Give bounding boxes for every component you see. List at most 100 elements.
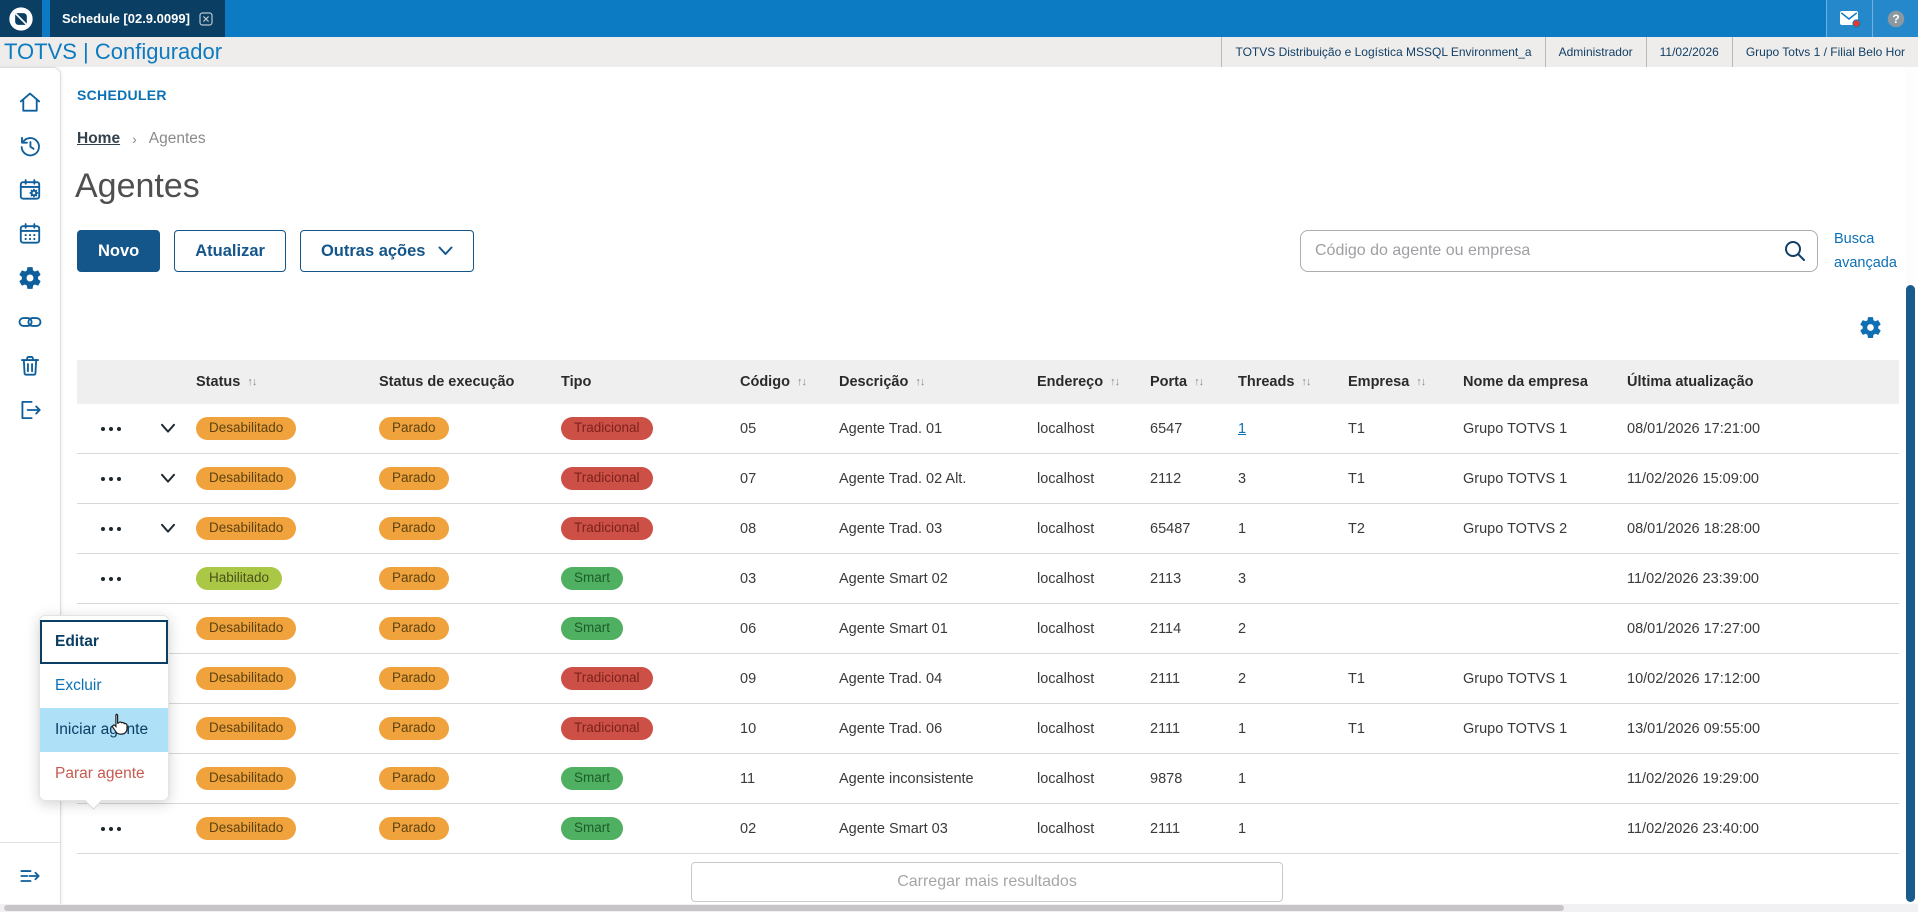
cell-codigo: 09 — [740, 670, 757, 687]
type-badge: Smart — [561, 567, 624, 590]
sidebar-item-home[interactable] — [8, 80, 52, 124]
other-actions-button[interactable]: Outras ações — [299, 230, 474, 272]
context-menu-item-parar-agente[interactable]: Parar agente — [55, 765, 145, 782]
sidebar-item-settings[interactable] — [8, 256, 52, 300]
type-badge: Smart — [561, 617, 624, 640]
search-input[interactable] — [1300, 230, 1818, 272]
cell-ultima-atualizacao: 13/01/2026 09:55:00 — [1627, 720, 1761, 737]
other-actions-label: Outras ações — [320, 241, 426, 260]
type-badge: Tradicional — [561, 717, 653, 740]
expand-row-icon[interactable] — [160, 523, 176, 534]
sidebar-item-expand-menu[interactable] — [8, 854, 52, 898]
expand-row-icon[interactable] — [160, 423, 176, 434]
cell-porta: 9878 — [1150, 770, 1183, 787]
sort-icon[interactable]: ↑↓ — [1194, 376, 1204, 388]
sort-icon[interactable]: ↑↓ — [1110, 376, 1120, 388]
sort-icon[interactable]: ↑↓ — [796, 376, 807, 388]
company-label: Grupo Totvs 1 / Filial Belo Hor — [1731, 37, 1918, 67]
cell-codigo: 06 — [740, 620, 757, 637]
sidebar-item-calendar[interactable] — [8, 212, 52, 256]
row-actions-button[interactable] — [95, 571, 127, 587]
totvs-logo[interactable] — [0, 0, 42, 37]
cell-codigo: 03 — [740, 570, 757, 587]
column-header-codigo[interactable]: Código ↑↓ — [740, 374, 807, 390]
cell-descricao: Agente Smart 02 — [839, 570, 948, 587]
status-badge: Desabilitado — [196, 517, 297, 540]
window-top-bar: Schedule [02.9.0099] ? — [0, 0, 1918, 37]
context-menu-item-editar[interactable]: Editar — [40, 620, 168, 664]
context-menu-item-excluir[interactable]: Excluir — [55, 677, 102, 694]
table-row: Desabilitado Parado Tradicional 09 Agent… — [77, 654, 1899, 704]
cell-codigo: 08 — [740, 520, 757, 537]
cell-nome-empresa: Grupo TOTVS 1 — [1463, 420, 1568, 437]
row-actions-button[interactable] — [95, 471, 127, 487]
mail-button[interactable] — [1826, 0, 1872, 37]
cell-descricao: Agente inconsistente — [839, 770, 974, 787]
sidebar-item-logout[interactable] — [8, 388, 52, 432]
sidebar-item-link[interactable] — [8, 300, 52, 344]
sidebar-item-trash[interactable] — [8, 344, 52, 388]
cell-ultima-atualizacao: 08/01/2026 17:21:00 — [1627, 420, 1761, 437]
table-row: Desabilitado Parado Smart 06 Agente Smar… — [77, 604, 1899, 654]
search-icon — [1785, 241, 1805, 261]
sidebar-item-history[interactable] — [8, 124, 52, 168]
cell-codigo: 10 — [740, 720, 757, 737]
cell-porta: 6547 — [1150, 420, 1183, 437]
sort-icon[interactable]: ↑↓ — [247, 376, 257, 388]
execution-status-badge: Parado — [379, 417, 449, 440]
cell-porta: 2113 — [1150, 570, 1182, 587]
column-header-empresa[interactable]: Empresa ↑↓ — [1348, 374, 1426, 390]
breadcrumb-separator-icon: › — [132, 131, 137, 147]
app-title: TOTVS | Configurador — [4, 39, 223, 64]
section-label: SCHEDULER — [77, 87, 167, 103]
settings-icon — [19, 267, 41, 289]
context-menu-item-iniciar-agente[interactable]: Iniciar agente — [40, 708, 168, 752]
execution-status-badge: Parado — [379, 617, 449, 640]
row-actions-button[interactable] — [95, 821, 127, 837]
cell-descricao: Agente Trad. 03 — [839, 520, 943, 537]
window-tab-schedule[interactable]: Schedule [02.9.0099] — [50, 0, 225, 37]
toolbar: Novo Atualizar Outras ações — [77, 230, 474, 272]
cell-ultima-atualizacao: 10/02/2026 17:12:00 — [1627, 670, 1761, 687]
search-button[interactable] — [1782, 238, 1808, 264]
load-more-button[interactable]: Carregar mais resultados — [691, 862, 1283, 902]
advanced-search-link[interactable]: Busca avançada — [1834, 231, 1897, 271]
threads-link[interactable]: 1 — [1238, 420, 1247, 437]
refresh-button[interactable]: Atualizar — [174, 230, 286, 272]
link-icon — [18, 317, 42, 327]
type-badge: Tradicional — [561, 667, 653, 690]
cell-endereco: localhost — [1037, 570, 1095, 587]
agents-table: Status ↑↓ Status de execução Tipo Código ↑↓ De… — [77, 360, 1899, 854]
execution-status-badge: Parado — [379, 567, 449, 590]
column-header-endereco[interactable]: Endereço ↑↓ — [1037, 374, 1120, 390]
table-row: Desabilitado Parado Smart 11 Agente inco… — [77, 754, 1899, 804]
close-icon[interactable] — [199, 11, 213, 26]
main-content: SCHEDULER Home › Agentes Agentes Novo At… — [61, 67, 1918, 912]
cell-ultima-atualizacao: 08/01/2026 18:28:00 — [1627, 520, 1761, 537]
new-button[interactable]: Novo — [77, 230, 161, 272]
column-header-tipo: Tipo — [561, 374, 592, 390]
cell-threads: 2 — [1238, 670, 1247, 687]
type-badge: Smart — [561, 817, 624, 840]
column-header-descricao[interactable]: Descrição ↑↓ — [839, 374, 925, 390]
help-button[interactable]: ? — [1872, 0, 1918, 37]
execution-status-badge: Parado — [379, 517, 449, 540]
sort-icon[interactable]: ↑↓ — [915, 376, 925, 388]
sort-icon[interactable]: ↑↓ — [1301, 376, 1311, 388]
execution-status-badge: Parado — [379, 817, 449, 840]
column-header-threads[interactable]: Threads ↑↓ — [1238, 374, 1311, 390]
row-actions-button[interactable] — [95, 421, 127, 437]
column-header-status[interactable]: Status ↑↓ — [196, 374, 257, 390]
cell-descricao: Agente Smart 03 — [839, 820, 948, 837]
row-actions-button[interactable] — [95, 521, 127, 537]
expand-row-icon[interactable] — [160, 473, 176, 484]
vertical-scrollbar-thumb[interactable] — [1906, 285, 1915, 902]
breadcrumb-home-link[interactable]: Home — [77, 130, 121, 147]
table-settings-button[interactable] — [1858, 315, 1883, 340]
sidebar-item-schedule-settings[interactable] — [8, 168, 52, 212]
horizontal-scrollbar-thumb[interactable] — [4, 905, 1564, 911]
sort-icon[interactable]: ↑↓ — [1416, 376, 1426, 388]
column-header-porta[interactable]: Porta ↑↓ — [1150, 374, 1204, 390]
status-badge: Desabilitado — [196, 667, 297, 690]
type-badge: Tradicional — [561, 417, 653, 440]
